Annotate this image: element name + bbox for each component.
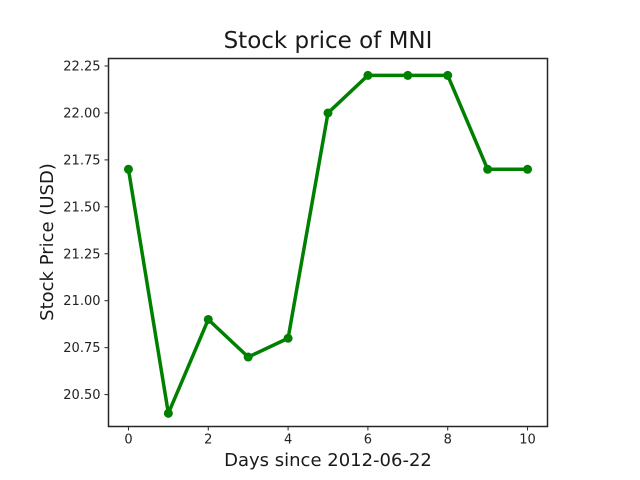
data-point	[523, 164, 533, 174]
y-tick-label: 21.50	[63, 200, 100, 215]
data-point	[323, 108, 333, 118]
x-tick-label: 4	[284, 433, 292, 448]
series-line	[126, 73, 530, 416]
y-axis-label: Stock Price (USD)	[37, 163, 58, 321]
data-point	[363, 70, 373, 80]
y-tick-label: 21.00	[63, 294, 100, 309]
x-tick-label: 0	[124, 433, 132, 448]
x-axis: 0 2 4 6 8 10	[124, 426, 536, 448]
x-tick-label: 8	[444, 433, 452, 448]
y-tick-label: 21.75	[63, 153, 100, 168]
x-tick-label: 6	[364, 433, 372, 448]
data-point	[443, 70, 453, 80]
y-tick-label: 22.25	[63, 60, 100, 75]
x-tick-label: 10	[519, 433, 536, 448]
data-point	[163, 408, 173, 418]
y-tick-label: 21.25	[63, 247, 100, 262]
data-point	[483, 164, 493, 174]
data-point	[203, 314, 213, 324]
series-layer	[123, 70, 533, 418]
plot-frame	[107, 57, 549, 428]
y-tick-label: 20.75	[63, 341, 100, 356]
y-tick-label: 20.50	[63, 388, 100, 403]
chart-title: Stock price of MNI	[224, 28, 433, 54]
y-tick-label: 22.00	[63, 106, 100, 121]
x-tick-label: 2	[204, 433, 212, 448]
data-point	[243, 352, 253, 362]
data-point	[123, 164, 133, 174]
data-point	[283, 333, 293, 343]
y-axis: 20.50 20.75 21.00 21.25 21.50 21.75 22.00 22.25	[63, 60, 109, 403]
x-axis-label: Days since 2012-06-22	[224, 450, 432, 471]
data-point	[403, 70, 413, 80]
